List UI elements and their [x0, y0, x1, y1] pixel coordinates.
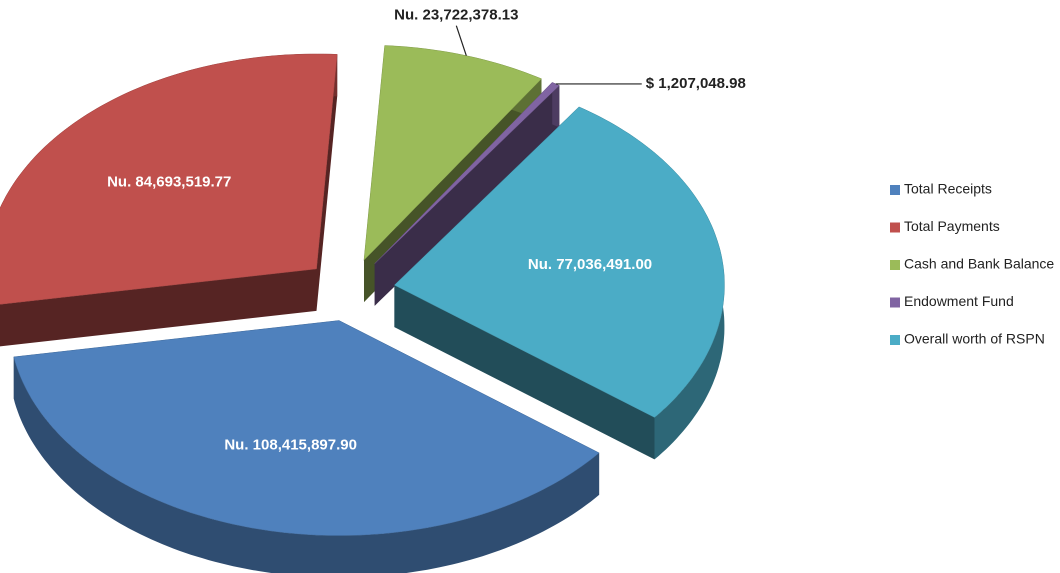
- slice-side: [316, 54, 338, 311]
- slice-side: [394, 285, 655, 460]
- legend-label: Cash and Bank Balance: [904, 256, 1054, 272]
- slice: [393, 106, 725, 418]
- legend-swatch: [890, 260, 900, 270]
- legend-swatch: [890, 335, 900, 345]
- slice: [363, 45, 542, 261]
- data-label: Nu. 108,415,897.90: [224, 437, 357, 454]
- legend-label: Total Receipts: [904, 181, 992, 197]
- pie: [0, 45, 725, 573]
- legend-swatch: [890, 297, 900, 308]
- legend-swatch: [890, 185, 900, 195]
- legend-label: Endowment Fund: [904, 293, 1014, 309]
- data-label: Nu. 77,036,491.00: [528, 256, 652, 273]
- slice: [13, 320, 600, 536]
- legend-label: Total Payments: [904, 218, 1000, 234]
- slice: [0, 53, 338, 305]
- slice-side: [374, 85, 560, 306]
- slice-wall: [13, 356, 600, 573]
- slice-side: [0, 268, 317, 347]
- slice-wall: [552, 82, 560, 128]
- data-label: Nu. 23,722,378.13: [394, 7, 518, 24]
- data-label: Nu. 84,693,519.77: [107, 174, 231, 191]
- legend-label: Overall worth of RSPN: [904, 331, 1045, 347]
- legend-swatch: [890, 222, 900, 233]
- leader-line: [455, 25, 467, 56]
- data-label: $ 1,207,048.98: [646, 75, 746, 92]
